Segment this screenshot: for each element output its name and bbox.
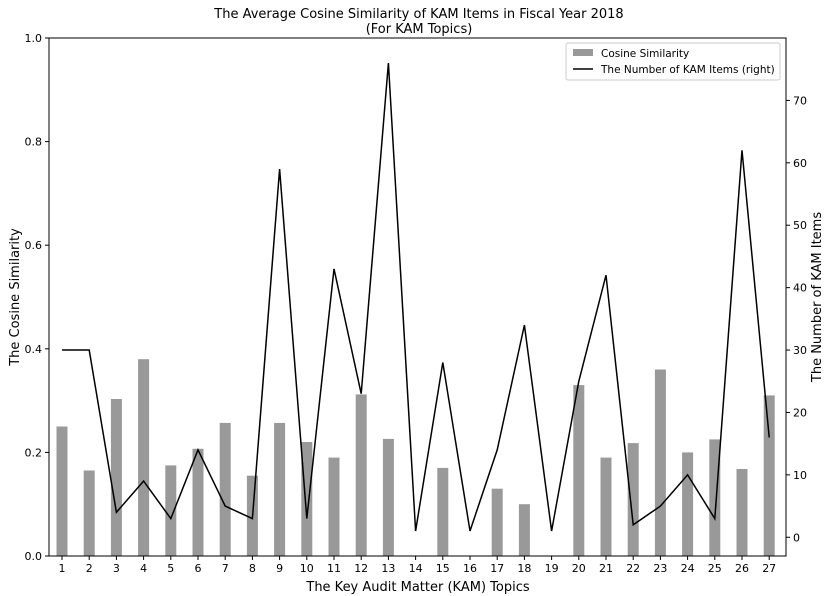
y2-tick-label: 40	[793, 282, 807, 295]
x-tick-label: 5	[167, 562, 174, 575]
y-tick-label: 1.0	[25, 32, 43, 45]
legend-label-cosine-similarity: Cosine Similarity	[601, 48, 689, 60]
x-tick-label: 19	[545, 562, 559, 575]
y-tick-label: 0.8	[25, 136, 43, 149]
legend-swatch-cosine-similarity	[573, 49, 593, 56]
x-tick-label: 11	[327, 562, 341, 575]
x-tick-label: 20	[572, 562, 586, 575]
y2-tick-label: 50	[793, 219, 807, 232]
legend: Cosine Similarity The Number of KAM Item…	[565, 42, 781, 81]
bar-18	[518, 504, 530, 556]
x-tick-label: 24	[681, 562, 695, 575]
y2-tick-label: 20	[793, 406, 807, 419]
y2-axis-label: The Number of KAM Items	[810, 212, 825, 383]
bar-23	[654, 369, 666, 556]
bar-25	[709, 439, 721, 556]
bar-6	[192, 448, 204, 556]
bar-26	[736, 469, 748, 556]
bar-21	[600, 457, 612, 556]
chart-subtitle: (For KAM Topics)	[366, 22, 473, 37]
y-tick-label: 0.2	[25, 446, 43, 459]
bar-20	[573, 385, 585, 556]
x-tick-label: 2	[86, 562, 93, 575]
bar-4	[138, 359, 150, 556]
x-tick-label: 6	[195, 562, 202, 575]
y-tick-label: 0.4	[25, 343, 43, 356]
x-tick-label: 10	[300, 562, 314, 575]
legend-box	[565, 42, 781, 81]
bar-1	[56, 426, 68, 556]
bar-12	[355, 394, 367, 556]
y2-tick-label: 30	[793, 344, 807, 357]
bar-7	[219, 422, 231, 556]
y2-tick-label: 0	[793, 531, 800, 544]
bar-3	[110, 399, 122, 556]
plot-frame	[48, 37, 787, 557]
x-tick-label: 8	[249, 562, 256, 575]
bar-27	[763, 395, 775, 556]
bar-9	[274, 422, 286, 556]
bar-5	[165, 465, 177, 556]
x-axis-label: The Key Audit Matter (KAM) Topics	[305, 580, 529, 595]
x-tick-label: 23	[653, 562, 667, 575]
x-tick-label: 27	[762, 562, 776, 575]
x-tick-label: 17	[490, 562, 504, 575]
bar-13	[382, 438, 394, 556]
x-tick-label: 16	[463, 562, 477, 575]
chart-title: The Average Cosine Similarity of KAM Ite…	[213, 7, 623, 22]
x-tick-label: 9	[276, 562, 283, 575]
x-tick-label: 4	[140, 562, 147, 575]
x-tick-label: 3	[113, 562, 120, 575]
y2-tick-label: 70	[793, 94, 807, 107]
y-tick-label: 0.0	[25, 550, 43, 563]
legend-label-kam-count: The Number of KAM Items (right)	[600, 64, 775, 76]
bar-24	[682, 452, 694, 556]
x-tick-label: 12	[354, 562, 368, 575]
kam-count-line	[62, 62, 770, 532]
x-tick-label: 25	[708, 562, 722, 575]
x-axis: 1 2 3 4 5 6 7 8 9 10 11 12 13 14 15 16 17 18 19 20 21 22 23 24 2…	[59, 556, 776, 575]
y-axis-left: 0.0 0.2 0.4 0.6 0.8 1.0	[25, 32, 49, 563]
bar-2	[83, 470, 95, 556]
x-tick-label: 26	[735, 562, 749, 575]
bar-22	[627, 443, 639, 556]
x-tick-label: 14	[409, 562, 423, 575]
y-tick-label: 0.6	[25, 239, 43, 252]
x-tick-label: 18	[517, 562, 531, 575]
bar-11	[328, 457, 340, 556]
x-tick-label: 21	[599, 562, 613, 575]
y2-tick-label: 60	[793, 157, 807, 170]
bars-layer	[56, 359, 775, 556]
x-tick-label: 13	[381, 562, 395, 575]
bar-17	[491, 488, 503, 556]
bar-15	[437, 467, 449, 556]
x-tick-label: 7	[222, 562, 229, 575]
bar-10	[301, 442, 313, 556]
x-tick-label: 15	[436, 562, 450, 575]
y-axis-label: The Cosine Similarity	[8, 228, 23, 367]
y2-tick-label: 10	[793, 469, 807, 482]
y-axis-right: 0 10 20 30 40 50 60 70	[786, 94, 807, 544]
x-tick-label: 1	[59, 562, 66, 575]
x-tick-label: 22	[626, 562, 640, 575]
